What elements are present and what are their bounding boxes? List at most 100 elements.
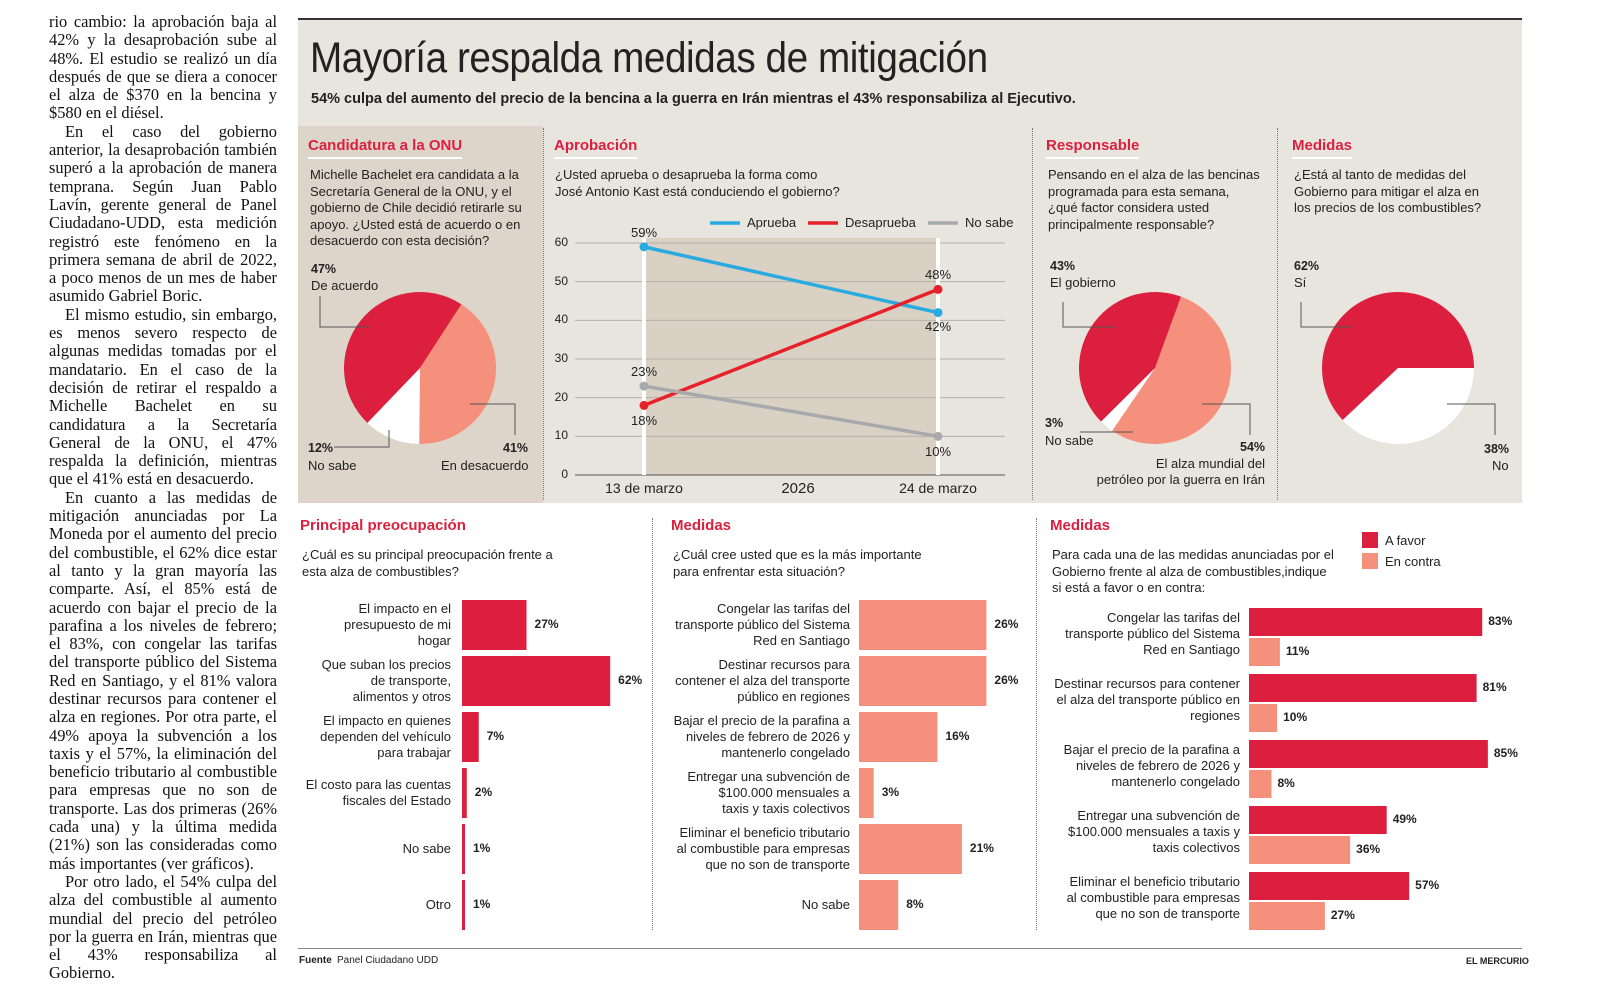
pie-slice <box>1112 296 1231 445</box>
pie-slice <box>1322 292 1474 421</box>
bar-value-label: 2% <box>474 785 493 799</box>
bar <box>859 880 899 930</box>
x-axis-label: 2026 <box>781 480 815 497</box>
section-title-responsable: Responsable <box>1046 137 1140 159</box>
bar-favor <box>1249 674 1477 702</box>
bar-value-label: 10% <box>1283 710 1308 724</box>
legend-swatch-contra <box>1362 553 1378 569</box>
legend-label: Desaprueba <box>845 215 916 230</box>
legend-swatch-favor <box>1362 532 1378 548</box>
bar-category-label: No sabe <box>402 841 451 856</box>
bar-favor <box>1249 608 1483 636</box>
bar-value-label: 3% <box>881 785 900 799</box>
source-label: Fuente <box>299 955 332 966</box>
bar-value-label: 26% <box>994 673 1019 687</box>
data-label: 18% <box>630 413 658 429</box>
bar-category-label: Destinar recursos para contener el alza … <box>675 657 850 704</box>
x-tick-label: 13 de marzo <box>605 480 683 496</box>
y-tick-label: 0 <box>561 467 568 481</box>
leader-line <box>1062 302 1115 328</box>
question-medidas-importante: ¿Cuál cree usted que es la más important… <box>673 547 922 579</box>
question-medidas-favor: Para cada una de las medidas anunciadas … <box>1052 547 1334 595</box>
bar-category-label: Eliminar el beneficio tributario al comb… <box>676 825 850 872</box>
bar-category-label: Congelar las tarifas del transporte públ… <box>675 601 850 648</box>
divider <box>543 128 544 500</box>
bar-contra <box>1249 704 1278 732</box>
bar-category-label: Otro <box>425 897 451 912</box>
article-paragraph: El mismo estudio, sin embargo, es menos … <box>49 304 277 489</box>
data-label: 10% <box>924 444 952 460</box>
pie-pct-desacuerdo: 41% <box>503 441 529 455</box>
series-line <box>643 384 939 439</box>
bar-category-label: No sabe <box>801 897 850 912</box>
pie-label-no: No <box>1492 458 1509 473</box>
pie-label-desacuerdo: En desacuerdo <box>441 458 529 473</box>
data-point <box>933 284 943 294</box>
legend-label-contra: En contra <box>1385 554 1441 569</box>
pie-pct-de-acuerdo: 47% <box>311 262 337 276</box>
data-point <box>639 400 649 410</box>
bar-category-label: Destinar recursos para contener el alza … <box>1054 676 1240 723</box>
bar-category-label: Eliminar el beneficio tributario al comb… <box>1066 874 1240 921</box>
data-point <box>639 381 649 391</box>
bar-favor <box>1249 740 1488 768</box>
bar <box>462 656 611 706</box>
pie-pct-alza-mundial: 54% <box>1240 440 1266 454</box>
data-label: 23% <box>630 364 658 380</box>
infographic-title: Mayoría respalda medidas de mitigación <box>310 34 988 82</box>
y-tick-label: 20 <box>554 389 568 404</box>
divider <box>1032 128 1033 500</box>
bar-value-label: 57% <box>1415 878 1440 892</box>
bar-contra <box>1249 836 1351 864</box>
bar <box>462 712 479 762</box>
bar-contra <box>1249 902 1325 930</box>
divider <box>652 518 653 930</box>
bar <box>859 656 987 706</box>
bar-category-label: El impacto en el presupuesto de mi hogar <box>344 601 451 648</box>
bar-value-label: 21% <box>969 841 994 855</box>
bar-value-label: 85% <box>1493 746 1518 760</box>
bar-category-label: El impacto en quienes dependen del vehíc… <box>320 713 451 760</box>
section-title-preocupacion: Principal preocupación <box>300 517 466 534</box>
bar <box>859 824 962 874</box>
bar <box>462 600 527 650</box>
section-title-aprobacion: Aprobación <box>554 137 638 159</box>
bar <box>859 768 874 818</box>
pie-slice <box>1079 292 1181 422</box>
pie-slice <box>1101 368 1155 431</box>
legend-label: Aprueba <box>747 215 797 230</box>
bar <box>462 880 465 930</box>
bar-category-label: El costo para las cuentas fiscales del E… <box>305 777 451 808</box>
x-tick-label: 24 de marzo <box>899 480 977 496</box>
question-aprobacion: ¿Usted aprueba o desaprueba la forma com… <box>555 167 840 199</box>
legend-label: No sabe <box>965 215 1014 230</box>
pie-pct-gobierno: 43% <box>1050 259 1076 273</box>
y-tick-label: 40 <box>554 312 568 327</box>
bar <box>859 600 987 650</box>
y-tick-label: 30 <box>554 351 568 365</box>
bar-value-label: 1% <box>473 841 491 855</box>
pie-label-gobierno: El gobierno <box>1050 275 1116 290</box>
question-medidas: ¿Está al tanto de medidas del Gobierno p… <box>1294 167 1482 215</box>
bar-category-label: Que suban los precios de transporte, ali… <box>321 657 451 704</box>
bar-value-label: 11% <box>1285 644 1310 658</box>
bar-value-label: 81% <box>1482 680 1507 694</box>
section-title-medidas-importante: Medidas <box>671 517 732 534</box>
y-tick-label: 50 <box>554 273 568 288</box>
pie-slice <box>344 292 462 423</box>
bar-value-label: 7% <box>486 729 505 743</box>
bar <box>462 768 467 818</box>
leader-line <box>334 430 390 448</box>
bar-value-label: 8% <box>1277 776 1295 790</box>
series-line <box>643 287 939 408</box>
pie-slice <box>367 368 420 444</box>
pie-pct-no: 38% <box>1484 442 1510 456</box>
bar <box>462 824 465 874</box>
bar-value-label: 27% <box>534 617 559 631</box>
series-line <box>643 245 939 315</box>
bar-value-label: 49% <box>1392 812 1417 826</box>
bar-favor <box>1249 872 1410 900</box>
question-preocupacion: ¿Cuál es su principal preocupación frent… <box>302 547 553 579</box>
pie-pct-si: 62% <box>1294 259 1320 273</box>
legend-label-favor: A favor <box>1385 533 1426 548</box>
